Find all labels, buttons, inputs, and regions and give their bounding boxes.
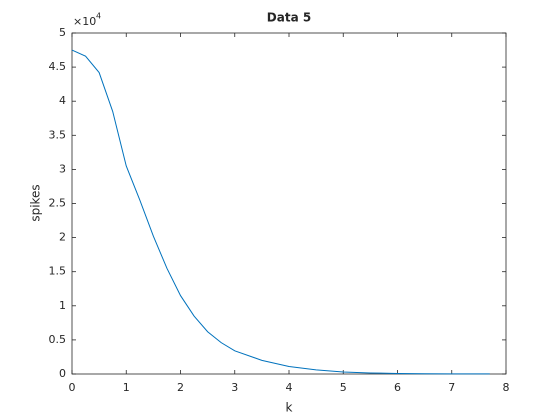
x-tick-label: 7 <box>448 381 455 394</box>
y-multiplier-exponent: 4 <box>96 12 101 21</box>
y-tick-label: 4 <box>59 94 66 107</box>
x-axis-label: k <box>286 401 293 415</box>
x-tick-label: 4 <box>286 381 293 394</box>
x-tick-label: 0 <box>69 381 76 394</box>
plot-area <box>71 32 507 375</box>
y-tick-label: 1 <box>59 299 66 312</box>
y-axis-label: spikes <box>29 184 43 221</box>
y-tick-label: 2 <box>59 231 66 244</box>
y-tick-label: 0.5 <box>49 333 67 346</box>
y-tick-label: 0 <box>59 367 66 380</box>
y-tick-label: 4.5 <box>49 60 67 73</box>
x-tick-label: 3 <box>231 381 238 394</box>
y-tick-label: 1.5 <box>49 265 67 278</box>
x-tick-label: 1 <box>123 381 130 394</box>
y-tick-label: 5 <box>59 26 66 39</box>
x-tick-label: 2 <box>177 381 184 394</box>
x-tick-label: 6 <box>394 381 401 394</box>
y-tick-label: 3.5 <box>49 128 67 141</box>
y-tick-label: 3 <box>59 162 66 175</box>
y-tick-label: 2.5 <box>49 197 67 210</box>
y-multiplier-base: ×10 <box>73 15 96 28</box>
x-tick-label: 5 <box>340 381 347 394</box>
data-line <box>71 49 490 375</box>
x-tick-label: 8 <box>503 381 510 394</box>
chart-title: Data 5 <box>267 11 311 25</box>
